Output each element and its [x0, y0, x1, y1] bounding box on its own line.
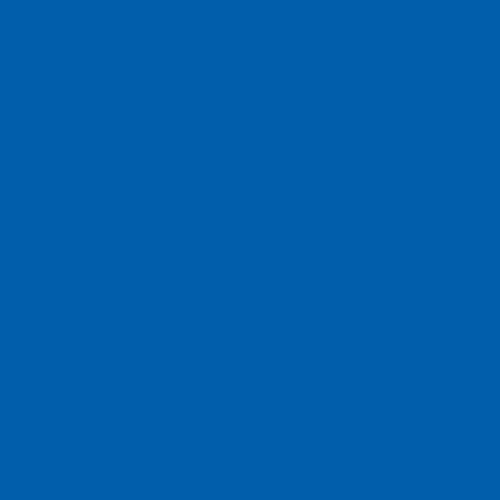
solid-background — [0, 0, 500, 500]
